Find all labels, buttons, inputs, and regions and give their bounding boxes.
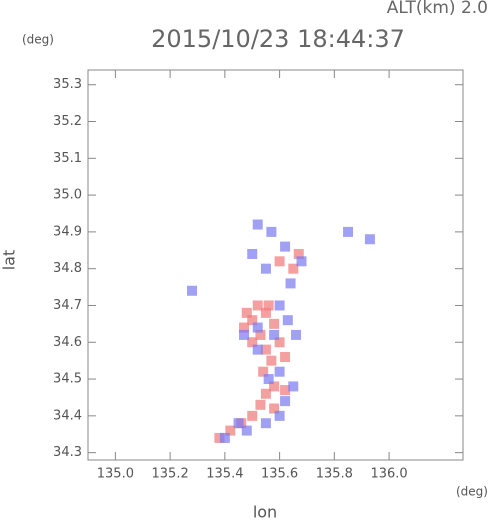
y-tick-label: 35.0 xyxy=(53,188,82,203)
point xyxy=(280,396,291,407)
point xyxy=(247,337,258,348)
point xyxy=(263,374,274,385)
plot-frame xyxy=(87,69,464,461)
point xyxy=(260,388,271,399)
point xyxy=(280,351,291,362)
x-tick-label: 135.6 xyxy=(261,467,298,482)
point xyxy=(364,234,375,245)
y-tick-label: 34.7 xyxy=(53,298,82,313)
point xyxy=(219,432,230,443)
y-axis-label: lat xyxy=(0,250,19,271)
x-tick-label: 135.8 xyxy=(316,467,353,482)
point xyxy=(282,315,293,326)
point xyxy=(280,385,291,396)
point xyxy=(274,256,285,267)
point xyxy=(288,263,299,274)
point xyxy=(269,381,280,392)
point xyxy=(343,226,354,237)
point xyxy=(274,410,285,421)
point xyxy=(260,263,271,274)
x-tick-label: 136.0 xyxy=(370,467,407,482)
point xyxy=(252,344,263,355)
point xyxy=(239,322,250,333)
point xyxy=(252,219,263,230)
y-tick-label: 34.3 xyxy=(53,445,82,460)
point xyxy=(263,300,274,311)
point xyxy=(274,300,285,311)
point xyxy=(258,366,269,377)
point xyxy=(247,410,258,421)
point xyxy=(260,344,271,355)
y-tick-label: 35.3 xyxy=(53,77,82,92)
y-tick-label: 35.2 xyxy=(53,114,82,129)
point xyxy=(296,256,307,267)
chart-title: 2015/10/23 18:44:37 xyxy=(151,25,405,53)
point xyxy=(241,307,252,318)
point xyxy=(255,399,266,410)
point xyxy=(187,285,198,296)
x-axis-label: lon xyxy=(253,503,277,521)
y-tick-label: 34.6 xyxy=(53,335,82,350)
point xyxy=(214,432,225,443)
y-tick-label: 34.8 xyxy=(53,261,82,276)
point xyxy=(269,403,280,414)
point xyxy=(260,418,271,429)
altitude: ALT(km) 2.0 xyxy=(387,0,488,18)
point xyxy=(225,425,236,436)
y-tick-label: 34.4 xyxy=(53,408,82,423)
point xyxy=(269,329,280,340)
point xyxy=(288,381,299,392)
point xyxy=(239,329,250,340)
y-tick-label: 34.5 xyxy=(53,372,82,387)
point xyxy=(293,248,304,259)
point xyxy=(247,315,258,326)
point xyxy=(274,337,285,348)
point xyxy=(285,278,296,289)
point xyxy=(266,355,277,366)
point xyxy=(241,425,252,436)
x-tick-label: 135.4 xyxy=(206,467,243,482)
point xyxy=(247,248,258,259)
y-tick-label: 34.9 xyxy=(53,224,82,239)
y-tick-label: 35.1 xyxy=(53,151,82,166)
point xyxy=(274,366,285,377)
y-unit: (deg) xyxy=(22,33,54,47)
point xyxy=(280,241,291,252)
x-tick-label: 135.2 xyxy=(152,467,189,482)
point xyxy=(252,322,263,333)
point xyxy=(233,418,244,429)
point xyxy=(260,307,271,318)
point xyxy=(252,300,263,311)
point xyxy=(255,329,266,340)
x-unit: (deg) xyxy=(456,485,488,499)
point xyxy=(291,329,302,340)
x-tick-label: 135.0 xyxy=(97,467,134,482)
point xyxy=(269,318,280,329)
point xyxy=(266,226,277,237)
